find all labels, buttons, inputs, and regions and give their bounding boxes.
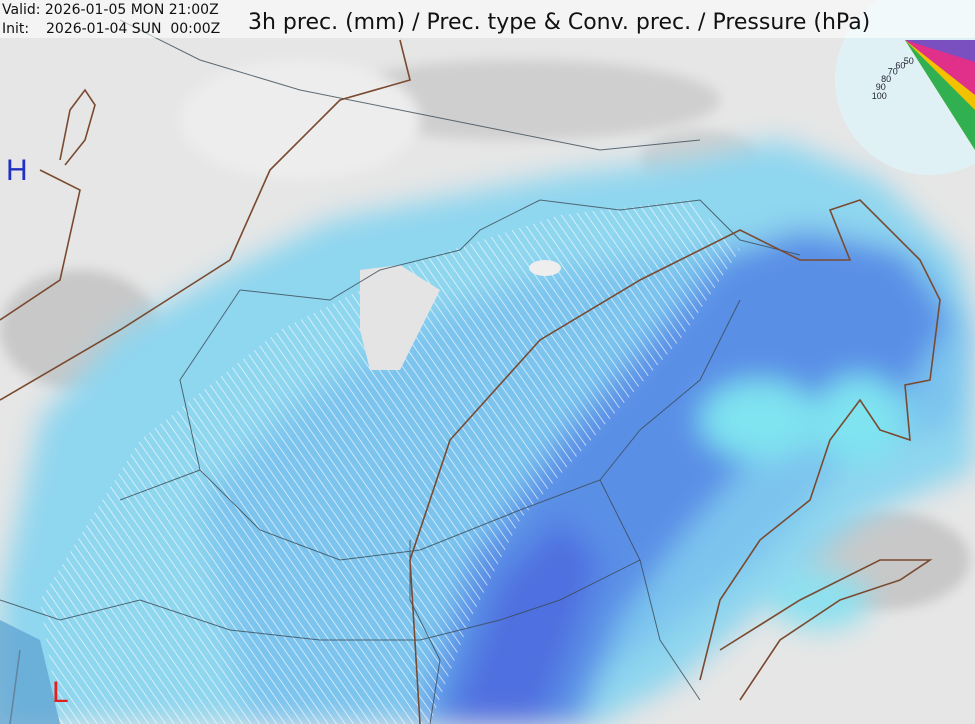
init-time: 2026-01-04 SUN 00:00Z bbox=[46, 21, 220, 37]
legend-label: 100 bbox=[872, 91, 887, 101]
convective-hatch bbox=[40, 200, 740, 724]
high-pressure: H bbox=[6, 154, 28, 187]
legend-label: 70 bbox=[888, 67, 898, 77]
legend-label: 60 bbox=[895, 61, 905, 71]
dry-area bbox=[529, 260, 561, 276]
init-label: Init: bbox=[2, 21, 29, 37]
legend-label: 80 bbox=[881, 74, 891, 84]
borders bbox=[0, 19, 801, 724]
legend-label: 50 bbox=[904, 56, 914, 66]
sea bbox=[0, 620, 60, 724]
isobars bbox=[0, 39, 941, 724]
header-bar bbox=[0, 0, 975, 38]
valid-time: Valid: 2026-01-05 MON 21:00Z bbox=[2, 2, 219, 18]
low-pressure: L bbox=[52, 676, 69, 709]
dry-area bbox=[360, 265, 440, 370]
legend-label: 90 bbox=[876, 82, 886, 92]
map-title: 3h prec. (mm) / Prec. type & Conv. prec.… bbox=[248, 10, 870, 35]
